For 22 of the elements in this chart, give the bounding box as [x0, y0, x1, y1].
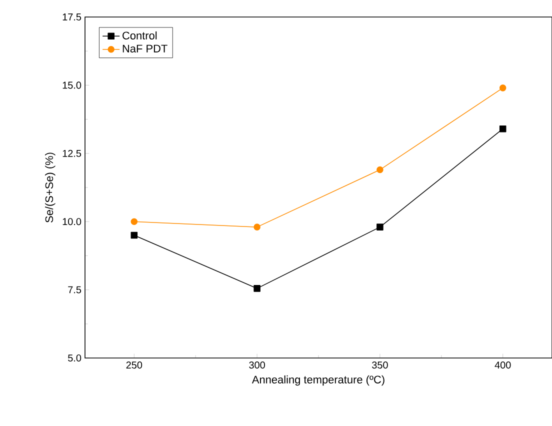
point [376, 224, 384, 230]
x-tick-label: 250 [126, 362, 142, 369]
y-tick-label: 5.0 [68, 354, 82, 362]
legend-label: Control [122, 31, 157, 40]
point [499, 125, 506, 132]
y-tick-label: 7.5 [68, 286, 82, 294]
point [254, 224, 260, 230]
legend-label: NaF PDT [122, 44, 168, 52]
y-tick-label: 10.0 [62, 218, 82, 226]
y-axis-title: Se/(S+Se) (%) [45, 152, 56, 222]
y-tick-label: 15.0 [62, 82, 82, 89]
y-tick-label: 17.5 [62, 14, 82, 20]
point [130, 218, 138, 225]
x-tick-label: 300 [249, 362, 265, 369]
x-axis-title: Annealing temperature (ºC) [252, 375, 384, 386]
point [499, 84, 506, 92]
point [376, 166, 384, 174]
x-tick-label: 400 [494, 362, 511, 369]
x-tick-label: 350 [372, 362, 388, 369]
point [254, 285, 260, 292]
point [130, 232, 138, 239]
y-tick-label: 12.5 [62, 150, 82, 157]
